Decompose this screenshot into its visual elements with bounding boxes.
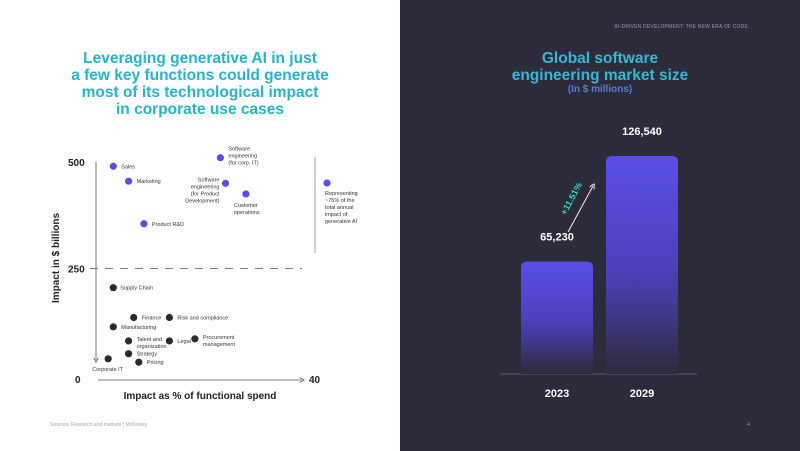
scatter-point-1-8 <box>104 355 112 363</box>
bar-2023 <box>521 261 593 374</box>
scatter-label-1-1: Finance <box>142 315 162 321</box>
scatter-point-0-3 <box>216 154 224 162</box>
scatter-point-1-0 <box>109 284 117 292</box>
bar-value-2023: 65,230 <box>540 232 574 244</box>
source-note: Sources: Research and markets | McKinsey <box>50 422 148 428</box>
left-panel: Leveraging generative AI in just a few k… <box>50 50 329 428</box>
x-tick-40: 40 <box>309 375 321 386</box>
y-tick-500: 500 <box>68 158 85 169</box>
scatter-point-1-7 <box>125 350 133 358</box>
scatter-point-0-5 <box>242 190 250 198</box>
scatter-label-0-4: Software engineering (for Product Developme… <box>185 177 220 204</box>
scatter-label-1-9: Pricing <box>147 360 164 366</box>
scatter-label-1-3: Manufacturing <box>121 325 156 331</box>
y-axis-label: Impact in $ billions <box>51 213 62 303</box>
right-title: Global software engineering market size <box>511 50 689 84</box>
scatter-point-0-2 <box>140 220 148 228</box>
scatter-label-0-1: Marketing <box>137 179 161 185</box>
bar-value-2029: 126,540 <box>622 126 662 138</box>
left-title: Leveraging generative AI in just a few k… <box>71 50 329 118</box>
x-axis-label: Impact as % of functional spend <box>124 391 277 402</box>
scatter-label-0-0: Sales <box>121 164 135 170</box>
scatter-point-1-5 <box>165 337 173 345</box>
scatter-label-1-6: Procurement management <box>203 335 236 348</box>
page-number: 4 <box>747 422 750 428</box>
x-tick-0: 0 <box>75 375 81 386</box>
right-subtitle: (In $ millions) <box>567 84 633 95</box>
scatter-label-1-8: Corporate IT <box>92 367 124 373</box>
bar-category-2023: 2023 <box>545 388 569 400</box>
scatter-label-0-2: Product R&D <box>152 222 184 228</box>
scatter-point-1-9 <box>135 358 143 366</box>
scatter-label-1-0: Supply Chain <box>120 286 153 292</box>
scatter-point-1-6 <box>191 335 199 343</box>
y-tick-250: 250 <box>68 265 85 276</box>
bracket-dot <box>323 179 331 187</box>
scatter-label-1-5: Legal <box>177 339 190 345</box>
right-panel: AI-DRIVEN DEVELOPMENT: THE NEW ERA OF CO… <box>400 0 800 451</box>
scatter-point-1-1 <box>130 313 138 322</box>
scatter-point-1-4 <box>125 337 133 345</box>
scatter-label-1-4: Talent and organization <box>137 337 167 350</box>
scatter-point-1-3 <box>109 323 117 331</box>
scatter-label-1-2: Risk and compliance <box>177 315 228 321</box>
growth-arrow <box>567 186 593 233</box>
header-note: AI-DRIVEN DEVELOPMENT: THE NEW ERA OF CO… <box>614 24 748 30</box>
bar-2029 <box>606 155 678 374</box>
bar-chart: 65,230 2023 126,540 2029 +11.51% <box>500 126 697 400</box>
scatter-point-0-0 <box>109 162 117 170</box>
bar-category-2029: 2029 <box>630 388 654 400</box>
scatter-label-0-3: Software engineering (for corp. IT) <box>228 147 258 167</box>
scatter-point-1-2 <box>165 313 173 322</box>
scatter-point-0-1 <box>125 177 133 185</box>
bracket-note: Representing ~75% of the total annual impac… <box>325 191 358 225</box>
scatter-point-0-4 <box>221 179 230 187</box>
scatter-label-1-7: Strategy <box>137 352 158 358</box>
scatter-chart: 500 250 0 40 Impact as % of functional spend… <box>51 147 358 402</box>
growth-label: +11.51% <box>559 181 584 217</box>
scatter-label-0-5: Customer operations <box>234 203 260 216</box>
